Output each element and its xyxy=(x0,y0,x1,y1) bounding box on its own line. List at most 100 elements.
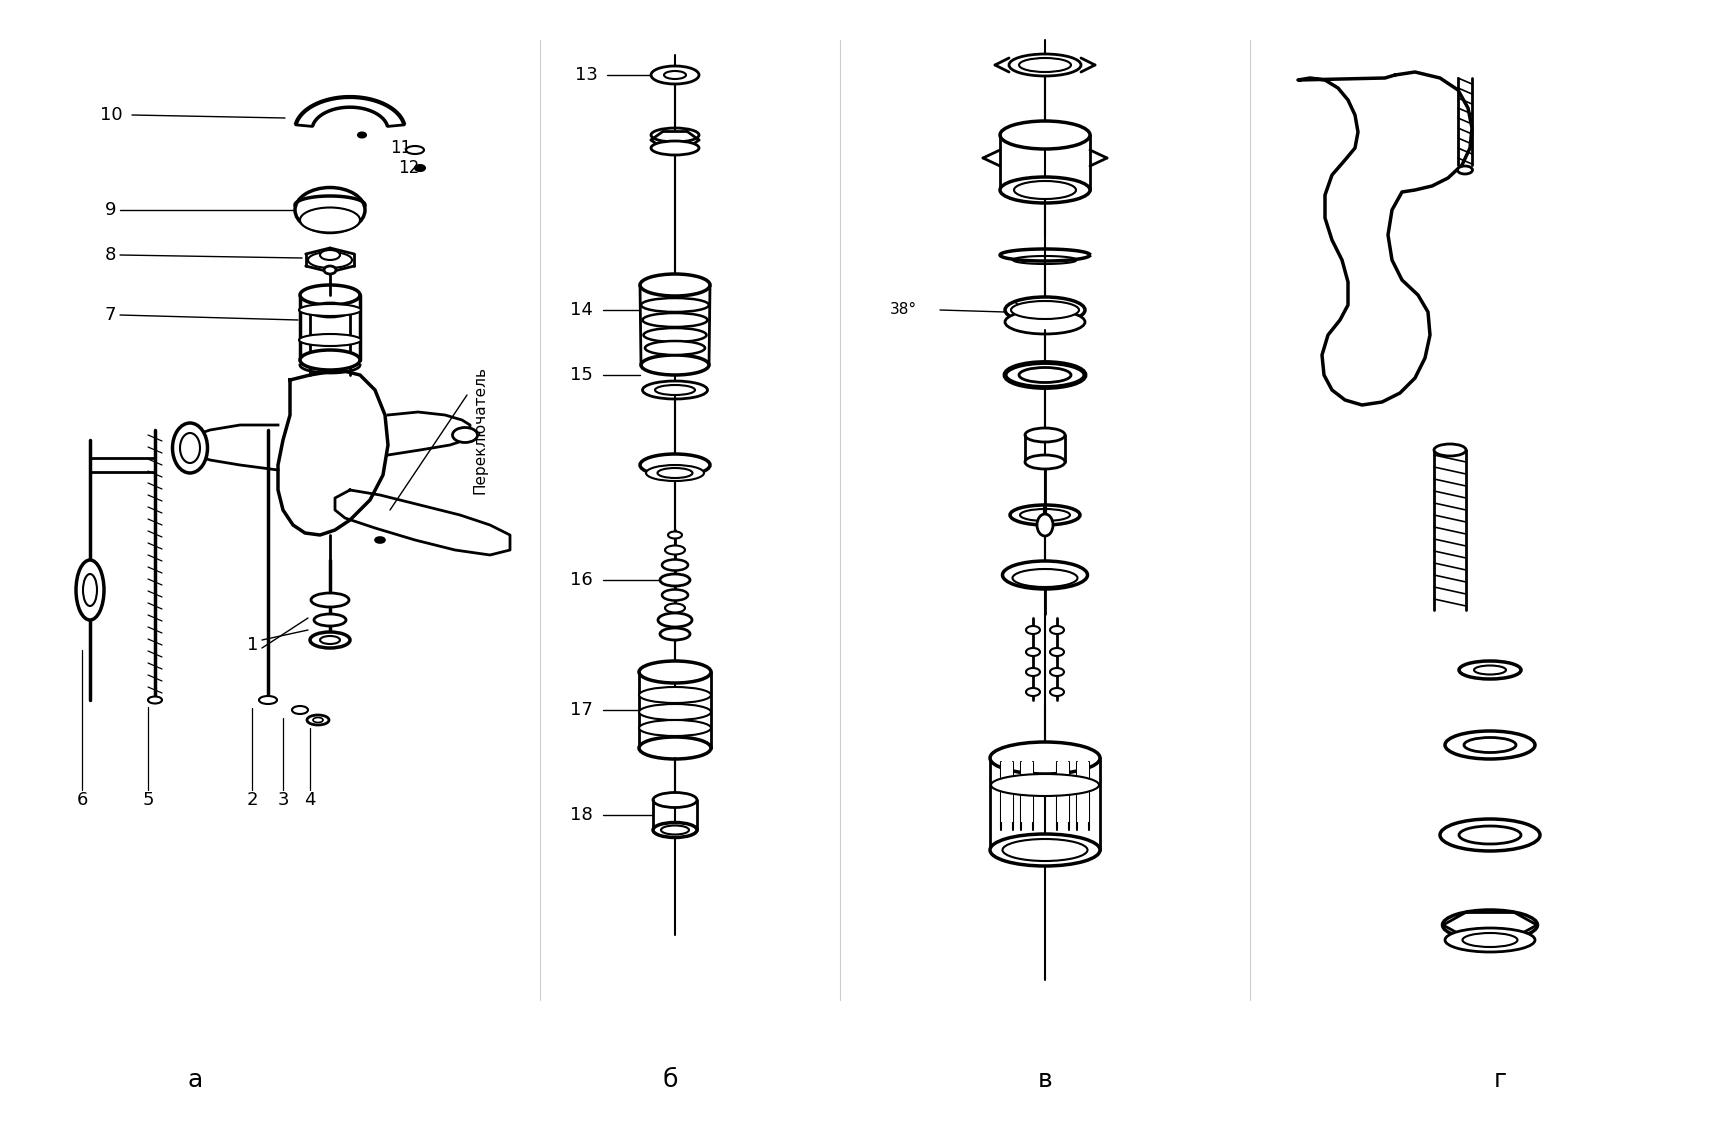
Text: 6: 6 xyxy=(76,791,88,809)
Ellipse shape xyxy=(1026,688,1039,696)
Ellipse shape xyxy=(1458,167,1473,174)
Ellipse shape xyxy=(1463,932,1518,947)
Ellipse shape xyxy=(642,313,707,327)
Ellipse shape xyxy=(148,697,162,704)
Text: в: в xyxy=(1038,1068,1052,1092)
Ellipse shape xyxy=(358,133,367,137)
Ellipse shape xyxy=(310,632,349,648)
Ellipse shape xyxy=(1442,910,1537,940)
Ellipse shape xyxy=(1005,310,1084,334)
Ellipse shape xyxy=(651,128,699,142)
Polygon shape xyxy=(279,370,387,535)
Ellipse shape xyxy=(181,433,200,463)
Ellipse shape xyxy=(299,286,360,305)
Text: 9: 9 xyxy=(105,201,117,219)
Ellipse shape xyxy=(644,327,707,342)
Ellipse shape xyxy=(1012,569,1077,587)
Ellipse shape xyxy=(299,350,360,370)
Polygon shape xyxy=(387,412,470,455)
Ellipse shape xyxy=(642,381,707,399)
Ellipse shape xyxy=(1003,561,1088,589)
Ellipse shape xyxy=(1026,627,1039,634)
Ellipse shape xyxy=(306,715,329,725)
Ellipse shape xyxy=(1473,665,1506,674)
Ellipse shape xyxy=(1010,505,1081,525)
Text: 12: 12 xyxy=(398,159,420,177)
Ellipse shape xyxy=(1440,819,1540,851)
Ellipse shape xyxy=(453,427,477,443)
Ellipse shape xyxy=(313,614,346,627)
Ellipse shape xyxy=(659,628,690,640)
Ellipse shape xyxy=(651,66,699,84)
Polygon shape xyxy=(1298,73,1471,404)
Ellipse shape xyxy=(324,266,336,274)
Ellipse shape xyxy=(1434,444,1466,455)
Ellipse shape xyxy=(299,207,360,232)
Ellipse shape xyxy=(1026,455,1065,469)
Text: 18: 18 xyxy=(570,806,592,824)
Ellipse shape xyxy=(664,71,687,79)
Ellipse shape xyxy=(320,250,341,259)
Ellipse shape xyxy=(293,706,308,714)
Ellipse shape xyxy=(1446,731,1535,759)
Text: 7: 7 xyxy=(105,306,117,324)
Ellipse shape xyxy=(1000,177,1089,203)
Text: 3: 3 xyxy=(277,791,289,809)
Ellipse shape xyxy=(656,385,695,395)
Ellipse shape xyxy=(1050,648,1064,656)
Bar xyxy=(1057,763,1069,823)
Ellipse shape xyxy=(320,636,341,644)
Ellipse shape xyxy=(638,704,711,719)
Text: 4: 4 xyxy=(305,791,315,809)
Ellipse shape xyxy=(299,304,361,316)
Polygon shape xyxy=(336,489,509,555)
Ellipse shape xyxy=(645,465,704,482)
Ellipse shape xyxy=(991,774,1100,796)
Text: 15: 15 xyxy=(570,366,592,384)
Ellipse shape xyxy=(1026,428,1065,442)
Ellipse shape xyxy=(661,826,688,835)
Ellipse shape xyxy=(645,341,706,355)
Text: 14: 14 xyxy=(570,301,592,320)
Ellipse shape xyxy=(1019,367,1070,383)
Ellipse shape xyxy=(1000,121,1089,150)
Polygon shape xyxy=(188,425,279,470)
Ellipse shape xyxy=(1038,514,1053,536)
Ellipse shape xyxy=(1050,627,1064,634)
Ellipse shape xyxy=(258,696,277,704)
Ellipse shape xyxy=(1050,668,1064,676)
Ellipse shape xyxy=(1014,181,1076,199)
Ellipse shape xyxy=(663,589,688,600)
Ellipse shape xyxy=(1050,688,1064,696)
Ellipse shape xyxy=(1026,668,1039,676)
Text: 11: 11 xyxy=(391,139,411,157)
Ellipse shape xyxy=(310,303,351,317)
Bar xyxy=(1077,763,1089,823)
Text: Переключатель: Переключатель xyxy=(473,366,487,494)
Ellipse shape xyxy=(415,165,425,171)
Ellipse shape xyxy=(638,661,711,683)
Ellipse shape xyxy=(1005,297,1084,323)
Ellipse shape xyxy=(312,593,349,607)
Ellipse shape xyxy=(990,742,1100,774)
Ellipse shape xyxy=(1026,648,1039,656)
Ellipse shape xyxy=(313,717,324,723)
Ellipse shape xyxy=(1005,363,1084,387)
Ellipse shape xyxy=(638,687,711,702)
Text: 38°: 38° xyxy=(890,303,917,317)
Text: 13: 13 xyxy=(575,66,597,84)
Ellipse shape xyxy=(657,613,692,627)
Ellipse shape xyxy=(1446,928,1535,952)
Ellipse shape xyxy=(638,736,711,759)
Ellipse shape xyxy=(375,537,386,543)
Text: 2: 2 xyxy=(246,791,258,809)
Ellipse shape xyxy=(172,423,208,472)
Ellipse shape xyxy=(1459,661,1521,679)
Text: 10: 10 xyxy=(100,107,122,123)
Ellipse shape xyxy=(83,574,96,606)
Ellipse shape xyxy=(640,298,709,312)
Text: 17: 17 xyxy=(570,701,592,719)
Ellipse shape xyxy=(651,140,699,155)
Text: 1: 1 xyxy=(246,636,258,654)
Text: а: а xyxy=(188,1068,203,1092)
